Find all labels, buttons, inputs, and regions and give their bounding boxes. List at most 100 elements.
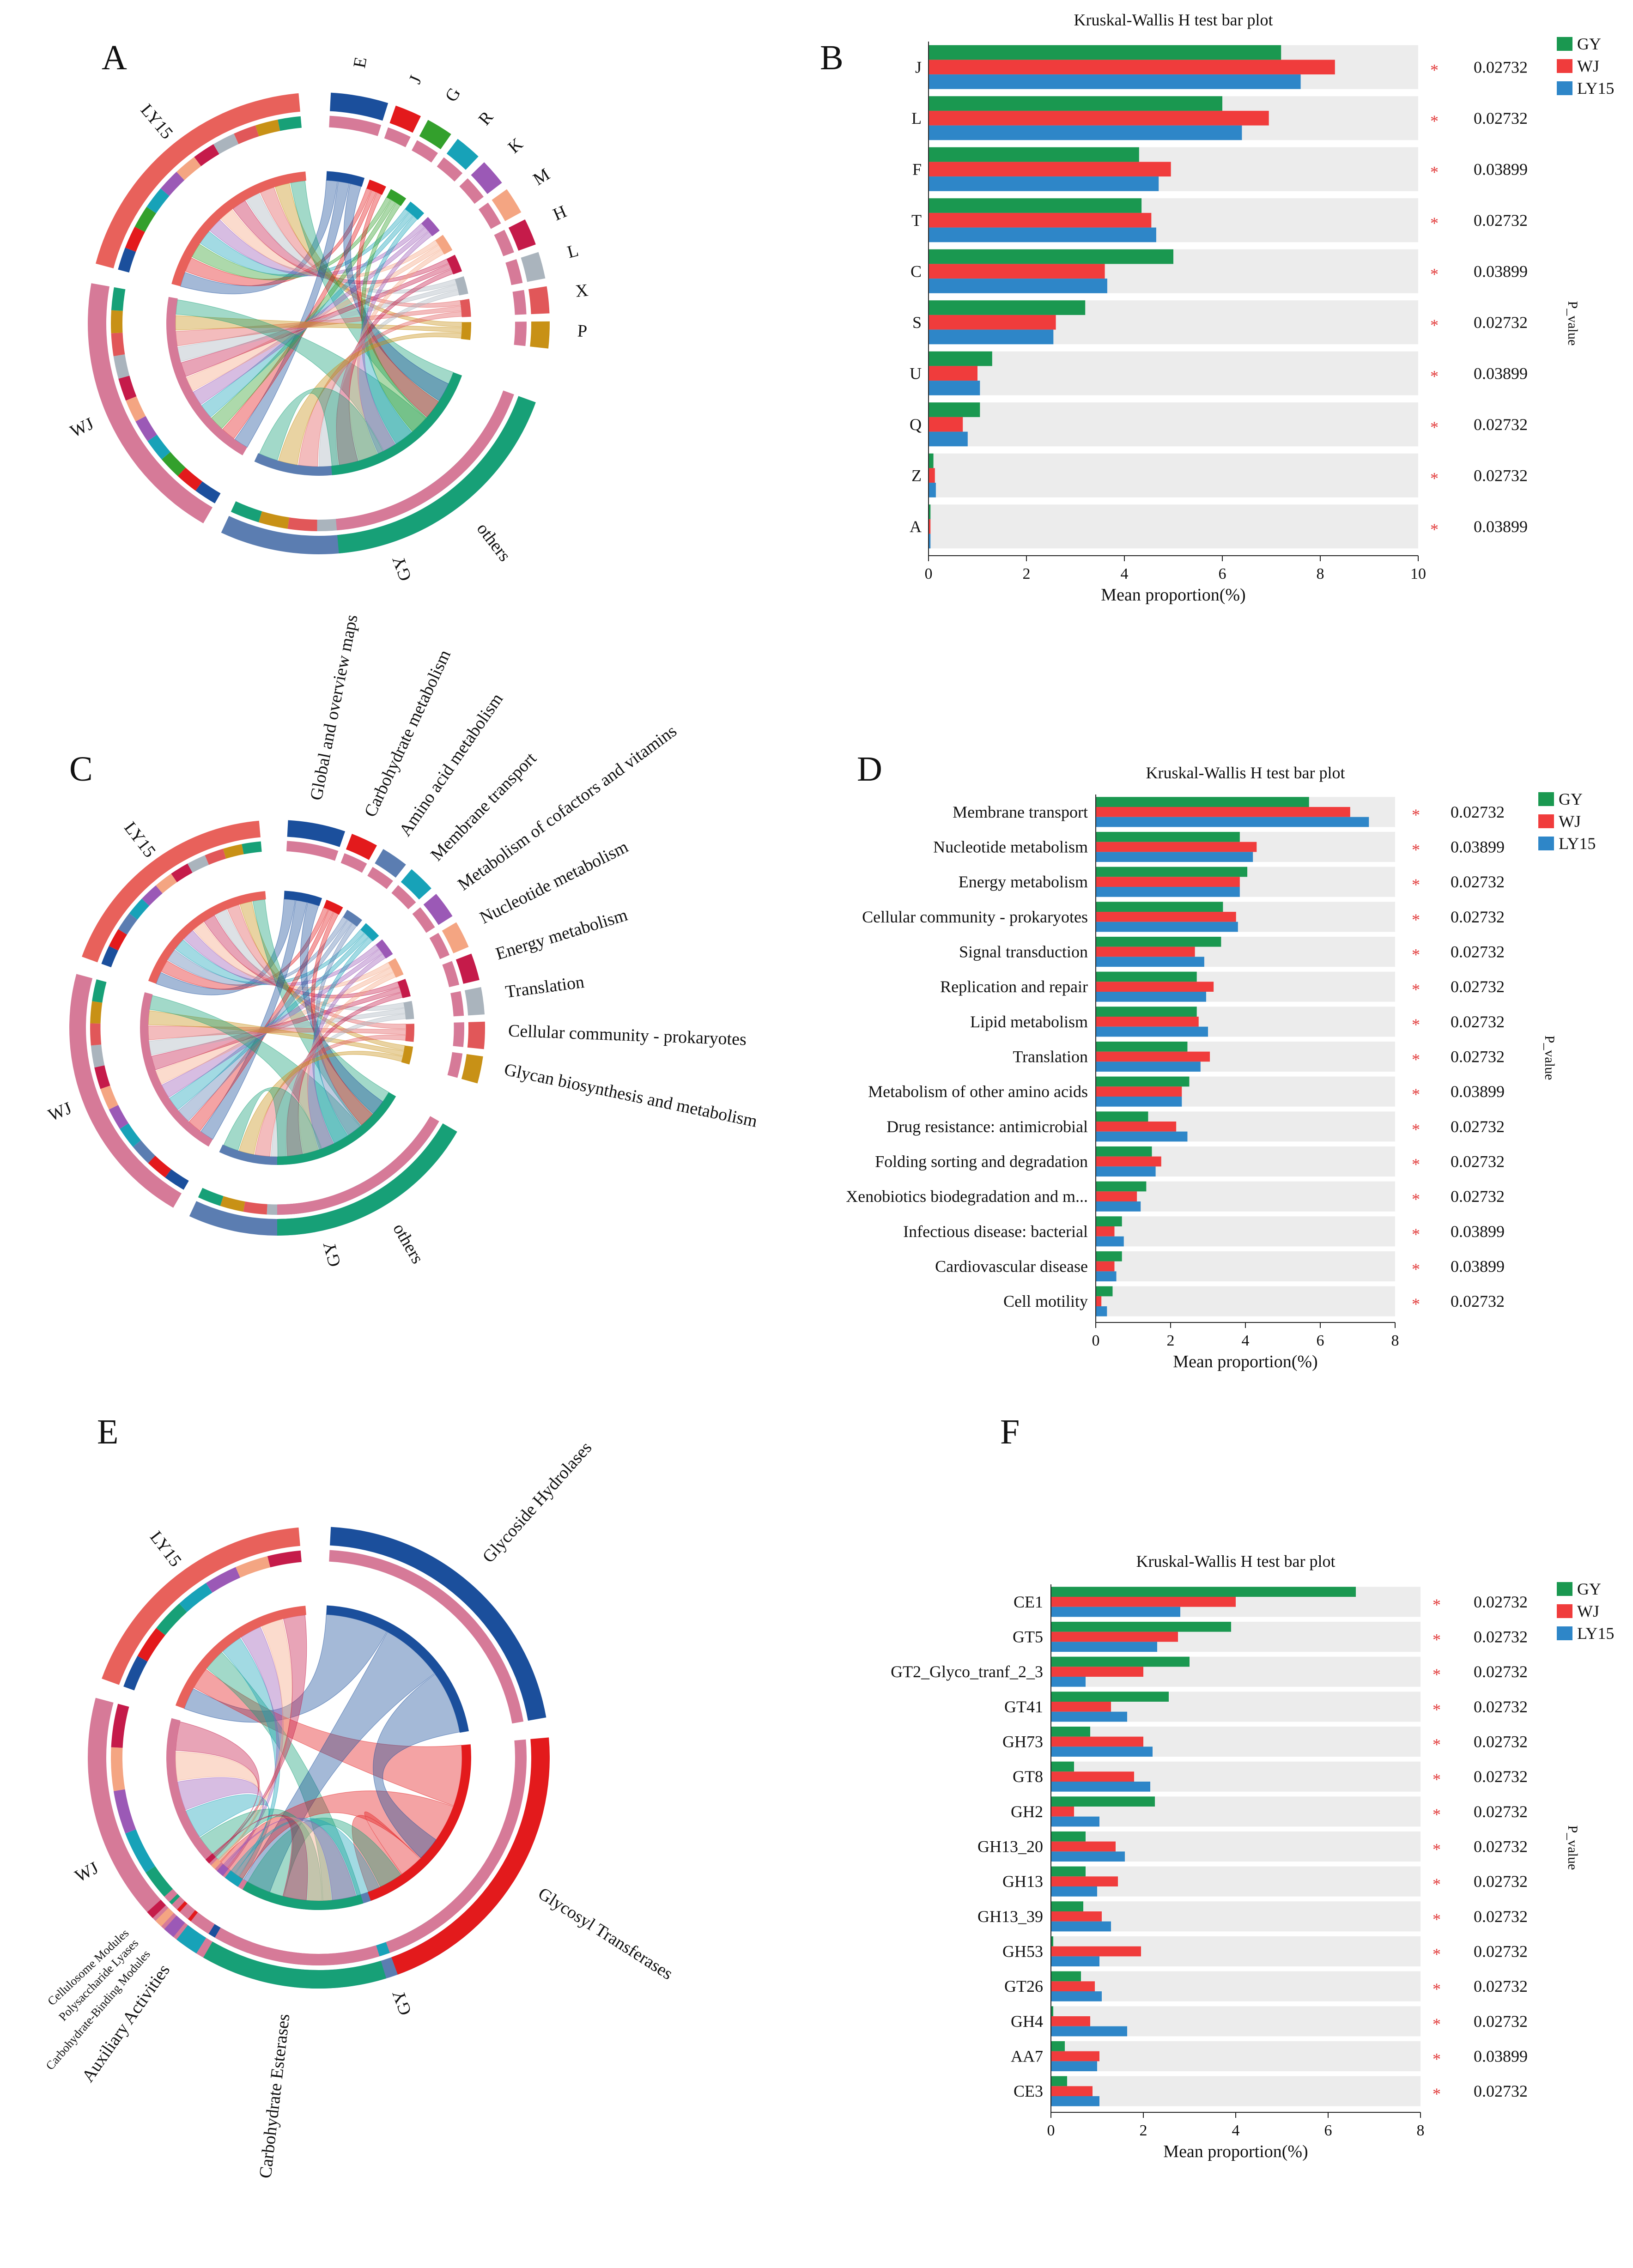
category-inner-ring-global-and-overview-maps [284, 891, 322, 906]
sample-composition-segment [146, 188, 170, 213]
category-inner-ring-glycan-biosynthesis-and-metabolism [401, 1045, 413, 1065]
bar-gy-drug-resistance-antimicrobial [1096, 1111, 1148, 1122]
panel-letter-a: A [102, 38, 127, 77]
significance-star: * [1430, 367, 1439, 385]
p-value-gh2: 0.02732 [1474, 1802, 1528, 1821]
category-composition-segment [215, 1928, 380, 1965]
category-label-gh53: GH53 [1002, 1942, 1043, 1961]
category-label-glycosyl-transferases: Glycosyl Transferases [534, 1884, 676, 1983]
significance-star: * [1433, 1805, 1441, 1824]
sample-label-ly15: LY15 [146, 1528, 185, 1571]
legend-label-wj: WJ [1577, 57, 1599, 75]
category-label-gt26: GT26 [1004, 1977, 1043, 1995]
significance-star: * [1412, 1050, 1420, 1069]
bar-gy-c [929, 249, 1173, 264]
significance-star: * [1433, 1700, 1441, 1719]
bar-gy-gt2-glyco-tranf-2-3 [1051, 1656, 1190, 1667]
legend-swatch-gy [1557, 37, 1572, 51]
sample-label-ly15: LY15 [120, 818, 159, 861]
bar-ly15-l [929, 125, 1242, 140]
sample-composition-segment [176, 157, 201, 181]
category-label-gh4: GH4 [1011, 2012, 1043, 2031]
category-outer-ring-carbohydrate-metabolism [346, 834, 377, 860]
bar-gy-l [929, 96, 1222, 111]
legend-label-wj: WJ [1559, 812, 1581, 831]
bar-chart-b: Kruskal-Wallis H test bar plot J * 0.02732 L… [910, 11, 1614, 605]
bar-chart-d: Kruskal-Wallis H test bar plot Membrane t… [846, 764, 1596, 1371]
bar-wj-gh13-39 [1051, 1911, 1102, 1922]
chord-ribbon-gy-m [349, 249, 444, 461]
x-tick-label: 2 [1167, 1332, 1175, 1349]
x-tick-label: 8 [1391, 1332, 1399, 1349]
p-value-gh13-20: 0.02732 [1474, 1837, 1528, 1856]
p-value-f: 0.03899 [1474, 160, 1528, 178]
bar-ly15-q [929, 431, 968, 447]
sample-composition-segment [160, 171, 185, 196]
bar-wj-q [929, 417, 963, 432]
bar-ly15-f [929, 176, 1159, 191]
sample-composition-segment [278, 116, 302, 131]
sample-label-ly15: LY15 [137, 100, 177, 143]
bar-wj-gt2-glyco-tranf-2-3 [1051, 1667, 1143, 1677]
bar-ly15-nucleotide-metabolism [1096, 852, 1253, 862]
x-tick-label: 4 [1232, 2122, 1240, 2139]
category-label-translation: Translation [504, 972, 585, 1002]
category-label-r: R [475, 107, 498, 129]
sample-composition-segment [223, 844, 244, 859]
p-value-membrane-transport: 0.02732 [1451, 803, 1505, 821]
chord-ribbon-wj-auxiliary-activities [185, 1794, 270, 1877]
category-label-energy-metabolism: Energy metabolism [959, 873, 1088, 891]
category-composition-segment [386, 1739, 527, 1953]
bar-gy-folding-sorting-and-degradation [1096, 1146, 1152, 1157]
sample-composition-segment [243, 1201, 267, 1215]
sample-composition-segment [90, 1001, 103, 1024]
category-label-others: others [473, 519, 515, 565]
category-label-gh13-20: GH13_20 [977, 1837, 1043, 1856]
significance-star: * [1412, 980, 1420, 999]
bar-wj-gh2 [1051, 1806, 1074, 1817]
category-outer-ring-k [471, 162, 502, 194]
chord-ribbon-ly15-others [252, 899, 389, 1127]
significance-star: * [1433, 1875, 1441, 1893]
sample-composition-segment [111, 333, 125, 357]
p-value-u: 0.03899 [1474, 364, 1528, 382]
row-background [929, 351, 1418, 395]
legend-swatch-wj [1557, 1604, 1572, 1618]
legend-label-ly15: LY15 [1577, 79, 1614, 97]
category-label-gt41: GT41 [1004, 1698, 1043, 1716]
x-tick-label: 8 [1417, 2122, 1425, 2139]
sample-composition-segment [94, 1065, 110, 1089]
significance-star: * [1433, 1595, 1441, 1614]
sample-composition-segment [156, 1603, 187, 1636]
sample-composition-segment [118, 248, 136, 273]
category-composition-segment [391, 885, 416, 910]
category-inner-ring-g [386, 189, 407, 206]
significance-star: * [1433, 1631, 1441, 1649]
p-value-gh73: 0.02732 [1474, 1733, 1528, 1751]
x-tick-label: 4 [1242, 1332, 1250, 1349]
category-inner-ring-j [366, 179, 386, 195]
chord-ribbon-gy-e [343, 183, 449, 401]
x-tick-label: 0 [925, 565, 933, 582]
sample-composition-segment [147, 435, 170, 460]
bar-wj-cellular-community-prokaryotes [1096, 911, 1236, 922]
row-background [1096, 1216, 1395, 1247]
category-inner-ring-cellular-community-prokaryotes [405, 1024, 414, 1042]
legend-swatch-ly15 [1557, 81, 1572, 95]
sample-composition-segment [267, 1550, 302, 1568]
sample-composition-segment [120, 1123, 141, 1147]
p-value-cell-motility: 0.02732 [1451, 1292, 1505, 1310]
x-tick-label: 4 [1121, 565, 1129, 582]
bar-wj-nucleotide-metabolism [1096, 842, 1257, 852]
panel-letter-e: E [97, 1413, 118, 1451]
chord-ribbon-ly15-energy-metabolism [204, 915, 400, 999]
category-label-gt2-glyco-tranf-2-3: GT2_Glyco_tranf_2_3 [891, 1662, 1043, 1681]
x-tick-label: 6 [1317, 1332, 1324, 1349]
category-outer-ring-others [277, 1123, 457, 1236]
chord-ribbon-gy-j [356, 192, 439, 418]
sample-outer-ring-ly15 [102, 1527, 300, 1685]
bar-wj-j [929, 60, 1335, 75]
p-value-infectious-disease-bacterial: 0.03899 [1451, 1222, 1505, 1241]
bar-ly15-translation [1096, 1061, 1201, 1072]
